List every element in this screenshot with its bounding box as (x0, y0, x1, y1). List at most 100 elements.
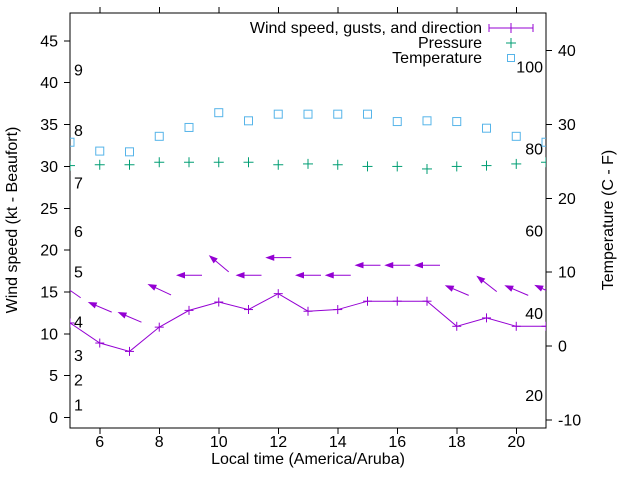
y-left-tick-label: 40 (40, 75, 58, 92)
legend-sample-temperature-icon (507, 54, 515, 62)
y-left-tick-label: 25 (40, 201, 58, 218)
wind-gust-arrow-head (534, 284, 544, 292)
wind-gust-arrow-head (414, 261, 423, 269)
pressure-point (94, 159, 105, 170)
wind-gust-arrow-shaft (70, 289, 81, 299)
wind-speed-point (154, 322, 164, 332)
pressure-point (303, 158, 313, 169)
wind-gust-arrow (265, 254, 292, 261)
pressure-point (422, 163, 432, 174)
wind-speed-point (452, 321, 462, 331)
legend-sample-pressure-icon (506, 38, 516, 48)
x-tick-label: 10 (210, 434, 228, 451)
wind-speed-line (70, 293, 546, 352)
wind-gust-arrow (444, 285, 469, 296)
wind-speed-point (273, 289, 283, 299)
legend: Wind speed, gusts, and direction Pressur… (250, 20, 534, 67)
x-axis-title: Local time (America/Aruba) (211, 451, 405, 468)
wind-gust-arrow (504, 285, 529, 296)
wind-gust-arrow-head (59, 283, 68, 291)
pressure-point (511, 158, 522, 169)
y-left-tick-label: 15 (40, 284, 58, 301)
wind-gust-arrow-head (176, 272, 185, 279)
legend-label-wind: Wind speed, gusts, and direction (250, 20, 482, 37)
beaufort-scale-label: 6 (74, 224, 83, 241)
wind-speed-point (333, 305, 343, 315)
data-series-layer (59, 108, 546, 356)
wind-gust-arrow-head (87, 301, 98, 309)
wind-gust-arrow-head (324, 272, 334, 279)
beaufort-scale-label: 5 (74, 264, 83, 281)
pressure-point (481, 160, 492, 171)
fahrenheit-scale-label: 80 (525, 141, 543, 158)
beaufort-scale-label: 7 (74, 176, 83, 193)
temperature-point (125, 147, 134, 157)
wind-gust-arrow-head (504, 285, 514, 292)
fahrenheit-scale-label: 60 (525, 223, 543, 240)
plot-border (69, 12, 547, 429)
wind-speed-point (244, 305, 253, 315)
y-left-tick-label: 10 (40, 326, 58, 343)
wind-gust-arrow (414, 261, 440, 269)
axes-layer: 6 8 10 12 14 16 18 20051015202530354045-1001020… (40, 7, 581, 451)
wind-speed-point (392, 296, 402, 306)
temperature-point (95, 146, 105, 156)
legend-label-pressure: Pressure (418, 35, 482, 52)
wind-gust-arrow-head (384, 261, 394, 269)
temperature-point (70, 137, 75, 147)
wind-speed-point (125, 346, 134, 356)
y-axis-title-left: Wind speed (kt - Beaufort) (4, 127, 21, 314)
wind-gust-arrow-head (235, 272, 245, 279)
beaufort-scale-label: 4 (74, 315, 83, 332)
pressure-point (124, 159, 135, 170)
x-tick-label: 6 (95, 434, 104, 451)
pressure-point (154, 157, 165, 168)
temperature-point (392, 117, 402, 127)
wind-gust-arrow (87, 301, 112, 313)
wind-gust-arrow (147, 283, 172, 296)
pressure-point (451, 161, 462, 172)
y-axis-title-right: Temperature (C - F) (600, 150, 617, 290)
wind-gust-arrow (295, 272, 321, 279)
beaufort-scale-label: 1 (74, 397, 83, 414)
wind-gust-arrow (324, 272, 351, 279)
wind-gust-arrow-head (295, 272, 304, 279)
y-left-tick-label: 0 (49, 410, 58, 427)
temperature-point (214, 108, 224, 118)
x-tick-label: 16 (388, 434, 406, 451)
fahrenheit-scale-label: 100 (516, 59, 543, 76)
temperature-point (244, 116, 253, 126)
wind-speed-point (422, 296, 432, 306)
wind-speed-point (70, 318, 75, 328)
y-left-tick-label: 35 (40, 117, 58, 134)
pressure-point (243, 157, 254, 168)
wind-gust-arrow (235, 272, 262, 279)
wind-gust-arrow (117, 312, 142, 323)
y-left-tick-label: 30 (40, 159, 58, 176)
temperature-point (482, 123, 491, 133)
temperature-point (303, 109, 313, 119)
temperature-point (184, 122, 194, 132)
wind-gust-arrow-head (117, 312, 128, 319)
pressure-point (184, 157, 194, 168)
wind-gust-arrow-head (354, 261, 364, 269)
beaufort-scale-label: 9 (74, 63, 83, 80)
temperature-point (363, 109, 372, 119)
wind-gust-arrow-head (147, 283, 157, 291)
pressure-point (392, 161, 403, 172)
y-left-tick-label: 5 (49, 368, 58, 385)
beaufort-scale-label: 8 (74, 123, 83, 140)
wind-gust-arrow-head (265, 254, 275, 261)
pressure-point (541, 157, 546, 168)
beaufort-scale-label: 3 (74, 348, 83, 365)
y-left-tick-label: 20 (40, 243, 58, 260)
wind-speed-point (511, 321, 521, 331)
fahrenheit-scale-label: 40 (525, 306, 543, 323)
x-tick-label: 18 (448, 434, 466, 451)
temperature-point (452, 117, 462, 127)
wind-gust-arrow (59, 283, 81, 299)
wind-gust-arrow (176, 272, 202, 279)
x-tick-label: 12 (269, 434, 287, 451)
wind-gust-arrow (208, 255, 230, 273)
wind-speed-point (541, 321, 546, 331)
